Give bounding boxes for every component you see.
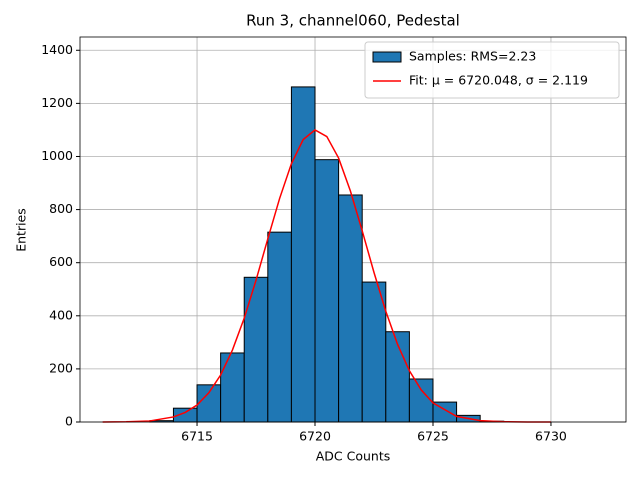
y-tick-label: 1200 [41,95,73,110]
chart-title: Run 3, channel060, Pedestal [246,12,460,30]
legend-swatch [372,51,402,63]
y-axis-label: Entries [14,208,29,252]
y-tick-label: 400 [49,307,73,322]
legend-label: Fit: μ = 6720.048, σ = 2.119 [409,73,588,88]
bar [243,276,269,423]
bar [267,231,292,423]
x-tick-label: 6725 [417,429,449,444]
y-tick-label: 1000 [41,148,73,163]
y-tick-label: 600 [49,254,73,269]
plot-frame [79,36,627,423]
y-tick-label: 800 [49,201,73,216]
y-tick-label: 0 [65,414,73,429]
x-tick-label: 6715 [181,429,213,444]
axes: 6715 6720 6725 6730 0 200 400 600 800 1000 1200 140… [41,42,567,444]
bar [196,384,222,423]
bar [338,194,363,423]
fit-curve [102,129,551,423]
x-tick-label: 6720 [299,429,331,444]
bar [314,159,340,423]
x-tick-label: 6730 [535,429,567,444]
fit-line [102,129,551,423]
legend-box [364,41,620,99]
y-tick-label: 200 [49,360,73,375]
x-axis-label: ADC Counts [316,449,391,464]
bar [408,378,434,423]
legend-label: Samples: RMS=2.23 [409,49,536,64]
histogram [149,86,505,423]
y-tick-label: 1400 [41,42,73,57]
bar [290,86,316,423]
bar [361,281,387,423]
legend: Samples: RMS=2.23 Fit: μ = 6720.048, σ = … [364,41,620,99]
bar [220,352,245,423]
